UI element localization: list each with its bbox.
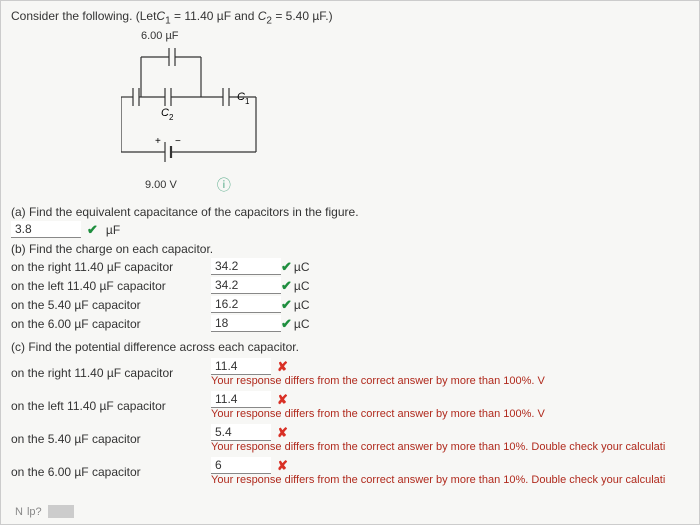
table-row: on the 5.40 µF capacitor 16.2 ✔ µC [11, 296, 689, 313]
svg-text:−: − [175, 136, 181, 147]
row-unit: µC [294, 260, 310, 274]
prompt-eq1: = 11.40 µF and [171, 9, 258, 23]
svg-text:2: 2 [169, 113, 174, 122]
row-label: on the left 11.40 µF capacitor [11, 391, 211, 413]
table-row: on the left 11.40 µF capacitor 34.2 ✔ µC [11, 277, 689, 294]
part-a-question: (a) Find the equivalent capacitance of t… [11, 205, 689, 219]
part-c: (c) Find the potential difference across… [11, 340, 689, 486]
table-row: on the 5.40 µF capacitor 5.4 ✘ Your resp… [11, 424, 689, 453]
circuit-diagram: 6.00 µF [121, 30, 689, 195]
prompt-text: Consider the following. (LetC1 = 11.40 µ… [11, 9, 689, 26]
table-row: on the 6.00 µF capacitor 6 ✘ Your respon… [11, 457, 689, 486]
row-label: on the 6.00 µF capacitor [11, 457, 211, 479]
check-icon: ✔ [281, 259, 292, 275]
problem-container: Consider the following. (LetC1 = 11.40 µ… [0, 0, 700, 525]
table-row: on the right 11.40 µF capacitor 11.4 ✘ Y… [11, 358, 689, 387]
row-label: on the right 11.40 µF capacitor [11, 260, 211, 274]
check-icon: ✔ [281, 278, 292, 294]
c1-var: C [156, 9, 165, 23]
help-gray-box [48, 505, 75, 518]
prompt-eq2: = 5.40 µF.) [272, 9, 333, 23]
row-input[interactable]: 5.4 [211, 424, 271, 441]
row-input[interactable]: 18 [211, 315, 281, 332]
part-a: (a) Find the equivalent capacitance of t… [11, 205, 689, 238]
part-b: (b) Find the charge on each capacitor. o… [11, 242, 689, 332]
row-label: on the right 11.40 µF capacitor [11, 358, 211, 380]
help-label: lp? [27, 506, 42, 518]
row-input[interactable]: 16.2 [211, 296, 281, 313]
table-row: on the left 11.40 µF capacitor 11.4 ✘ Yo… [11, 391, 689, 420]
svg-text:1: 1 [245, 97, 250, 106]
info-icon[interactable]: ⓘ [217, 175, 231, 195]
row-label: on the 5.40 µF capacitor [11, 298, 211, 312]
voltage-label: 9.00 V [145, 179, 177, 191]
help-button[interactable]: N lp? [15, 505, 74, 518]
row-input[interactable]: 11.4 [211, 358, 271, 375]
table-row: on the 6.00 µF capacitor 18 ✔ µC [11, 315, 689, 332]
row-input[interactable]: 6 [211, 457, 271, 474]
cross-icon: ✘ [277, 392, 288, 408]
check-icon: ✔ [281, 316, 292, 332]
part-c-question: (c) Find the potential difference across… [11, 340, 689, 354]
feedback-text: Your response differs from the correct a… [211, 474, 689, 486]
part-b-question: (b) Find the charge on each capacitor. [11, 242, 689, 256]
help-prefix: N [15, 506, 23, 518]
part-a-unit: µF [106, 223, 120, 237]
prompt-lead: Consider the following. (Let [11, 9, 156, 23]
top-cap-label: 6.00 µF [141, 30, 689, 42]
svg-text:C: C [161, 107, 169, 119]
cross-icon: ✘ [277, 425, 288, 441]
feedback-text: Your response differs from the correct a… [211, 408, 689, 420]
row-input[interactable]: 34.2 [211, 258, 281, 275]
svg-text:+: + [155, 136, 161, 147]
row-unit: µC [294, 279, 310, 293]
row-label: on the left 11.40 µF capacitor [11, 279, 211, 293]
row-unit: µC [294, 317, 310, 331]
row-input[interactable]: 34.2 [211, 277, 281, 294]
row-label: on the 5.40 µF capacitor [11, 424, 211, 446]
feedback-text: Your response differs from the correct a… [211, 441, 689, 453]
svg-text:C: C [237, 91, 245, 103]
check-icon: ✔ [281, 297, 292, 313]
row-input[interactable]: 11.4 [211, 391, 271, 408]
row-label: on the 6.00 µF capacitor [11, 317, 211, 331]
cross-icon: ✘ [277, 359, 288, 375]
check-icon: ✔ [87, 222, 98, 238]
row-unit: µC [294, 298, 310, 312]
part-a-input[interactable]: 3.8 [11, 221, 81, 238]
circuit-svg: C C 2 C 1 + − [121, 42, 321, 182]
feedback-text: Your response differs from the correct a… [211, 375, 689, 387]
table-row: on the right 11.40 µF capacitor 34.2 ✔ µ… [11, 258, 689, 275]
cross-icon: ✘ [277, 458, 288, 474]
